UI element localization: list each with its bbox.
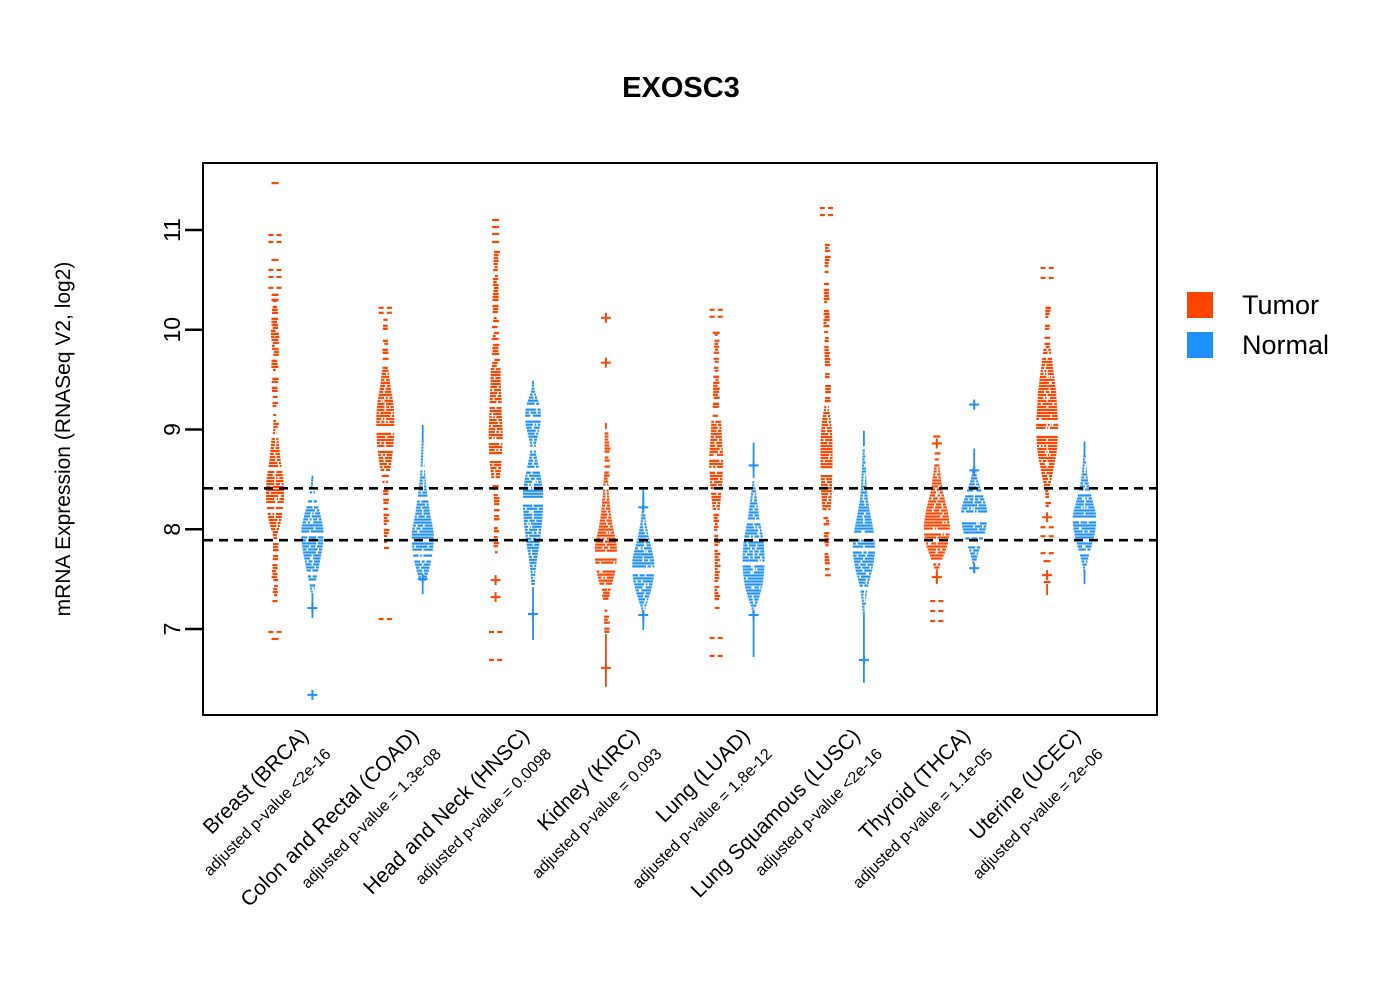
violin-series-container bbox=[266, 182, 1097, 700]
violin-colon-and-rectal-coad--tumor bbox=[376, 306, 395, 621]
violin-colon-and-rectal-coad--normal bbox=[411, 424, 434, 595]
violin-thyroid-thca--normal bbox=[961, 399, 988, 574]
legend-label-tumor: Tumor bbox=[1242, 290, 1319, 320]
y-axis-ticks: 7 8 9 10 11 bbox=[159, 218, 203, 635]
violin-lung-squamous-lusc--tumor bbox=[819, 206, 834, 577]
y-tick-label: 10 bbox=[159, 317, 185, 343]
violin-lung-squamous-lusc--normal bbox=[852, 430, 875, 683]
legend-label-normal: Normal bbox=[1242, 330, 1329, 360]
y-tick-label: 8 bbox=[159, 523, 185, 536]
violin-uterine-ucec--tumor bbox=[1036, 266, 1059, 596]
chart-title: EXOSC3 bbox=[622, 72, 740, 104]
reference-lines bbox=[204, 487, 1156, 542]
y-tick-label: 7 bbox=[159, 623, 185, 636]
violin-lung-luad--tumor bbox=[709, 308, 724, 658]
violin-thyroid-thca--tumor bbox=[923, 435, 950, 623]
violin-kidney-kirc--tumor bbox=[594, 312, 617, 687]
violin-lung-luad--normal bbox=[742, 442, 765, 657]
y-tick-label: 11 bbox=[159, 218, 185, 242]
violin-breast-brca--tumor bbox=[266, 182, 284, 641]
y-axis-title: mRNA Expression (RNASeq V2, log2) bbox=[52, 262, 75, 617]
legend-swatch-normal bbox=[1187, 332, 1213, 358]
violin-uterine-ucec--normal bbox=[1072, 441, 1097, 585]
y-tick-label: 9 bbox=[159, 423, 185, 436]
legend-swatch-tumor bbox=[1187, 292, 1213, 318]
x-axis-labels: Breast (BRCA)adjusted p-value <2e-16Colo… bbox=[199, 724, 1107, 911]
violin-breast-brca--normal bbox=[301, 475, 324, 700]
violin-kidney-kirc--normal bbox=[632, 489, 655, 630]
violin-head-and-neck-hnsc--normal bbox=[523, 380, 543, 640]
legend: Tumor Normal bbox=[1187, 290, 1329, 360]
violin-head-and-neck-hnsc--tumor bbox=[488, 218, 503, 662]
plot-border bbox=[202, 162, 1158, 716]
